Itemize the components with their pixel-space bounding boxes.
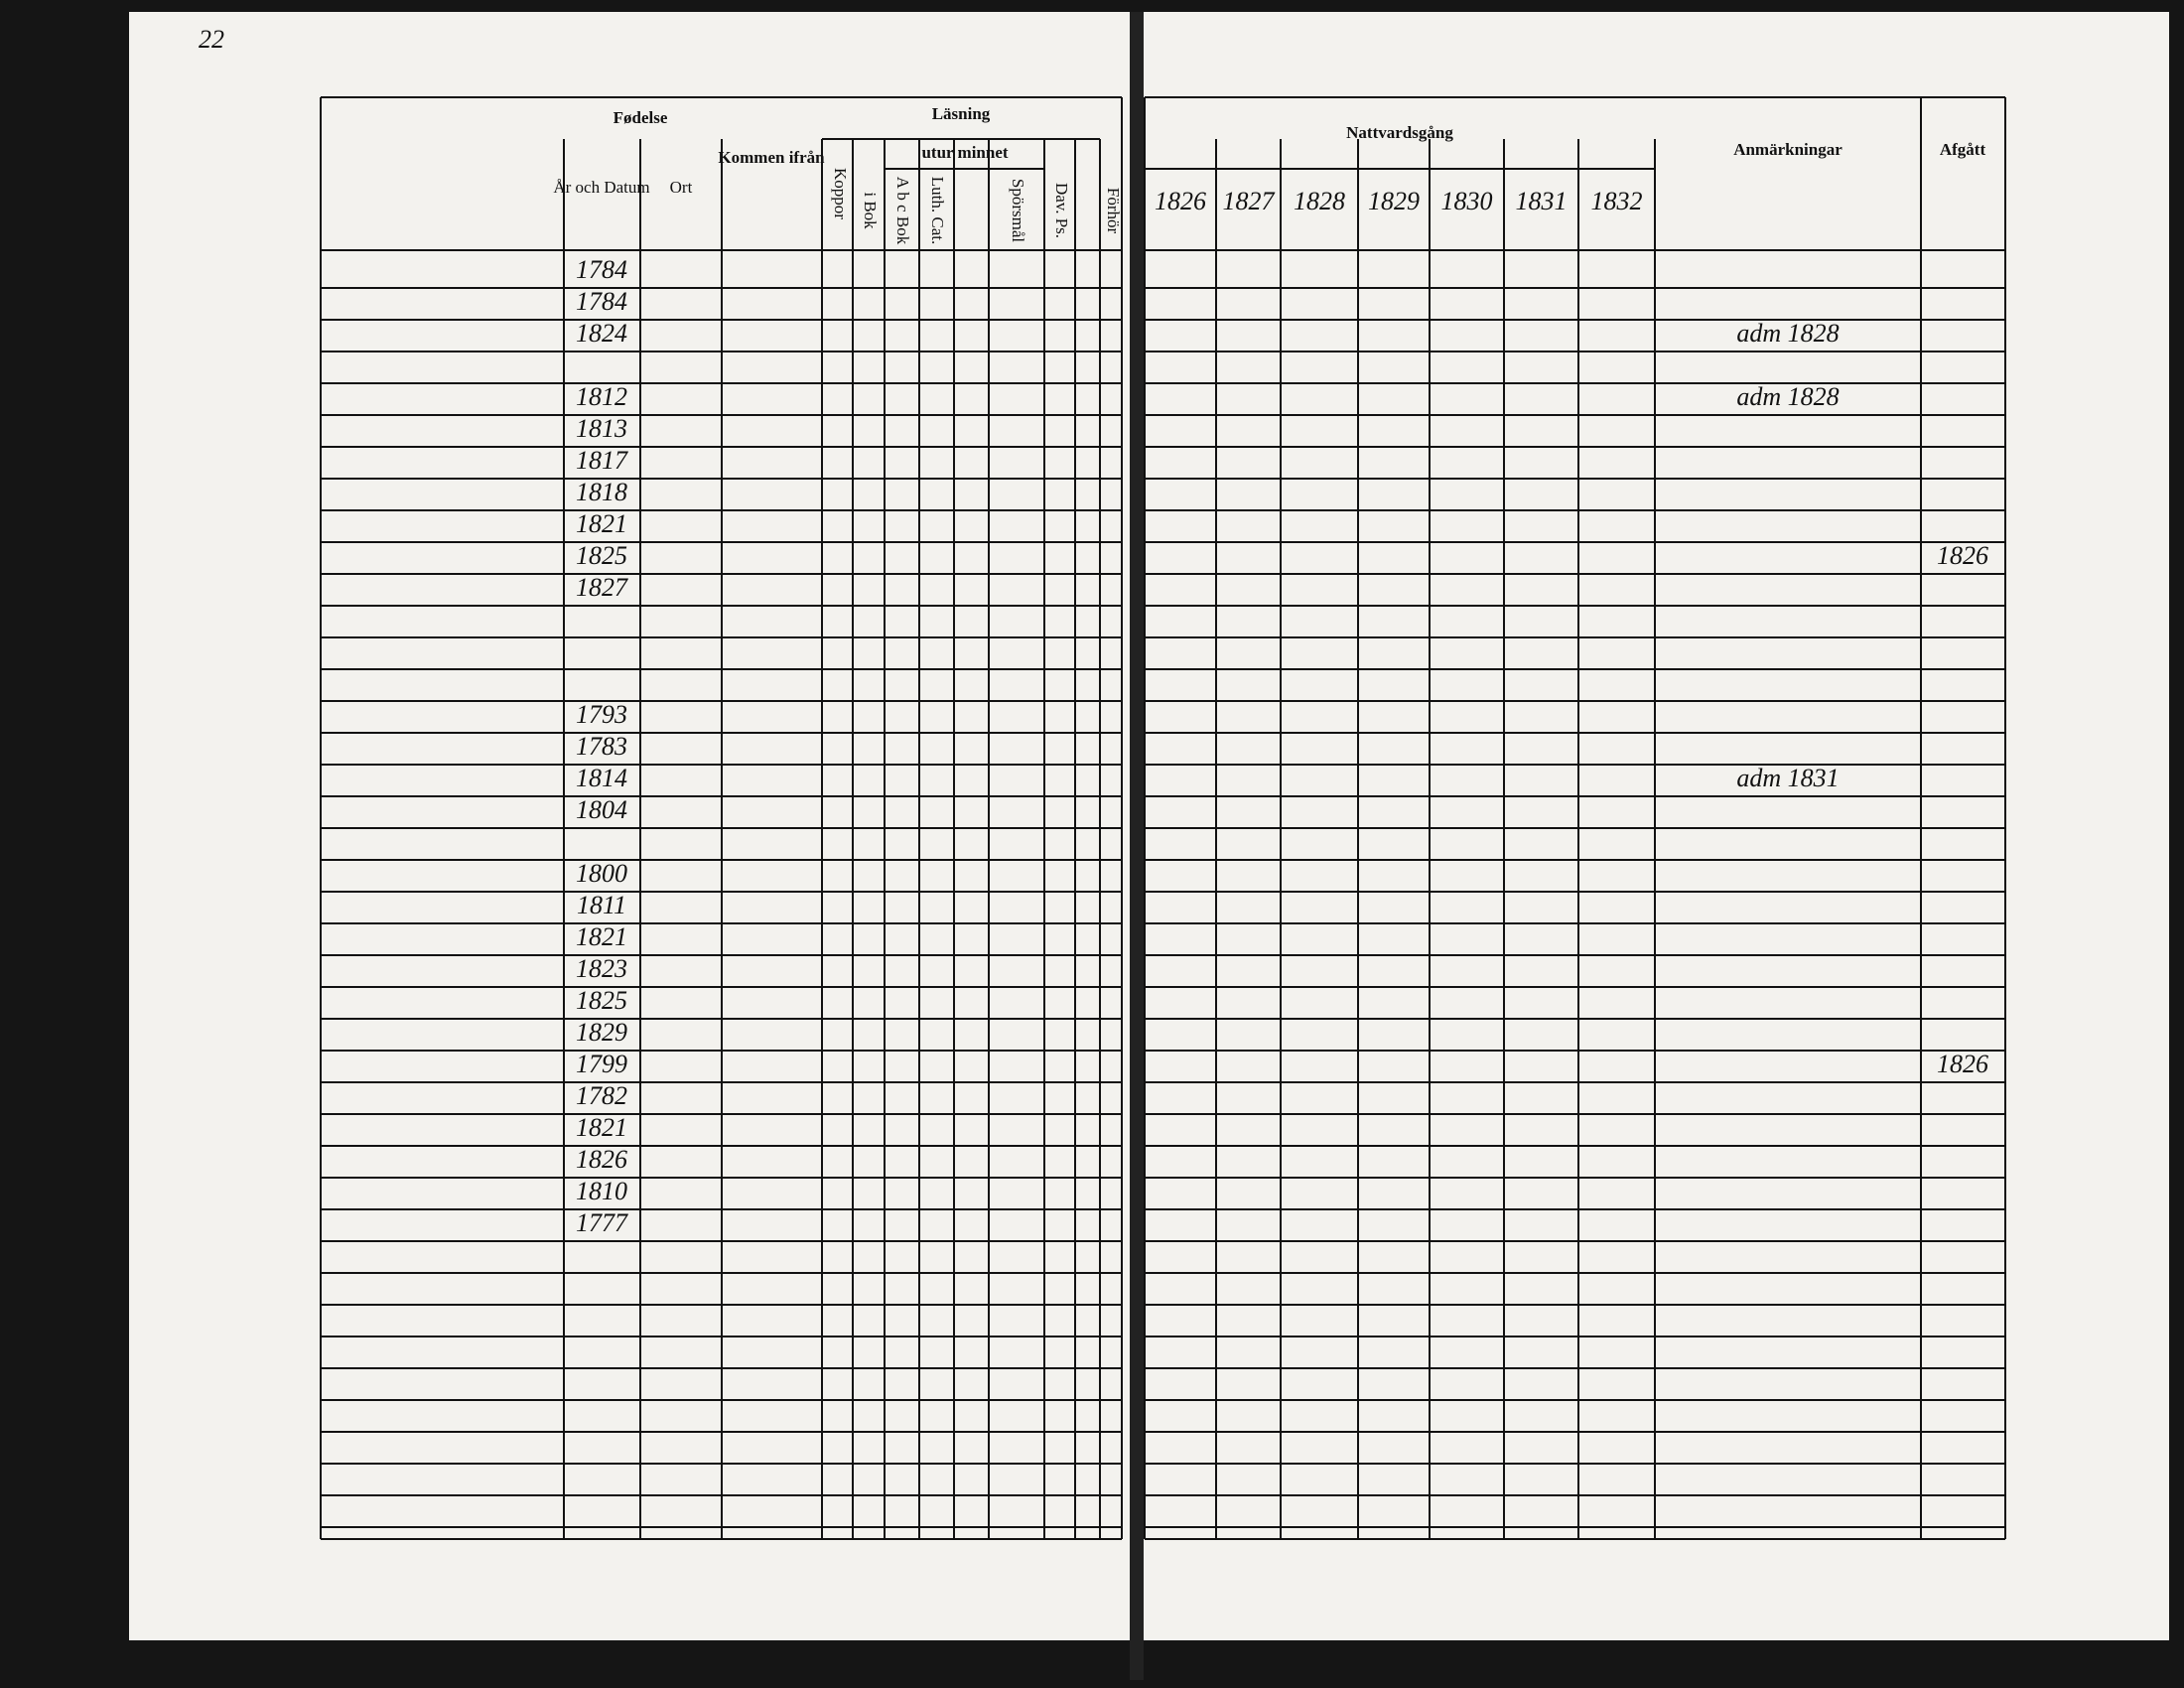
birth-date: 1799	[576, 1050, 627, 1078]
page-number: 22	[199, 25, 224, 54]
birth-date: 1813	[576, 414, 627, 443]
birth-date: 1804	[576, 795, 627, 824]
birth-date: 1783	[576, 732, 627, 761]
header-label: Kommen ifrån	[718, 148, 825, 167]
header-label: År och Datum	[553, 178, 649, 197]
header-label: Luth. Cat.	[928, 177, 947, 244]
remark: adm 1831	[1736, 764, 1839, 792]
birth-date: 1823	[576, 954, 627, 983]
header-label: Nattvardsgång	[1346, 123, 1453, 142]
birth-date: 1821	[576, 922, 627, 951]
header-label: i Bok	[861, 192, 880, 229]
year-label: 1832	[1591, 187, 1643, 215]
birth-date: 1827	[576, 573, 628, 602]
birth-date: 1782	[576, 1081, 627, 1110]
year-label: 1828	[1294, 187, 1345, 215]
header-label: Läsning	[932, 104, 991, 123]
year-label: 1831	[1516, 187, 1568, 215]
header-label: Dav. Ps.	[1052, 183, 1071, 238]
remark: adm 1828	[1736, 382, 1839, 411]
header-label: utur minnet	[921, 143, 1008, 162]
birth-date: 1810	[576, 1177, 627, 1205]
header-label: Koppor	[831, 168, 850, 219]
remark: adm 1828	[1736, 319, 1839, 348]
birth-date: 1825	[576, 986, 627, 1015]
birth-date: 1812	[576, 382, 627, 411]
birth-date: 1777	[576, 1208, 628, 1237]
header-label: A b c Bok	[893, 177, 912, 245]
birth-date: 1800	[576, 859, 627, 888]
birth-date: 1784	[576, 287, 627, 316]
gutter	[1130, 12, 1144, 1680]
birth-date: 1817	[576, 446, 628, 475]
year-label: 1829	[1368, 187, 1420, 215]
birth-date: 1829	[576, 1018, 627, 1047]
birth-date: 1814	[576, 764, 627, 792]
birth-date: 1825	[576, 541, 627, 570]
birth-date: 1826	[576, 1145, 627, 1174]
birth-date: 1784	[576, 255, 627, 284]
year-label: 1826	[1155, 187, 1206, 215]
header-label: Anmärkningar	[1733, 140, 1843, 159]
birth-date: 1821	[576, 1113, 627, 1142]
birth-date: 1818	[576, 478, 627, 506]
header-label: Ort	[670, 178, 693, 197]
header-label: Afgått	[1940, 140, 1986, 159]
header-label: Spörsmål	[1009, 179, 1027, 243]
departed: 1826	[1937, 541, 1988, 570]
year-label: 1827	[1223, 187, 1276, 215]
birth-date: 1821	[576, 509, 627, 538]
departed: 1826	[1937, 1050, 1988, 1078]
birth-date: 1811	[577, 891, 626, 919]
header-label: Fødelse	[614, 108, 668, 127]
birth-date: 1793	[576, 700, 627, 729]
birth-date: 1824	[576, 319, 627, 348]
year-label: 1830	[1441, 187, 1493, 215]
header-label: Förhör	[1104, 188, 1123, 234]
left-page	[129, 12, 1132, 1640]
